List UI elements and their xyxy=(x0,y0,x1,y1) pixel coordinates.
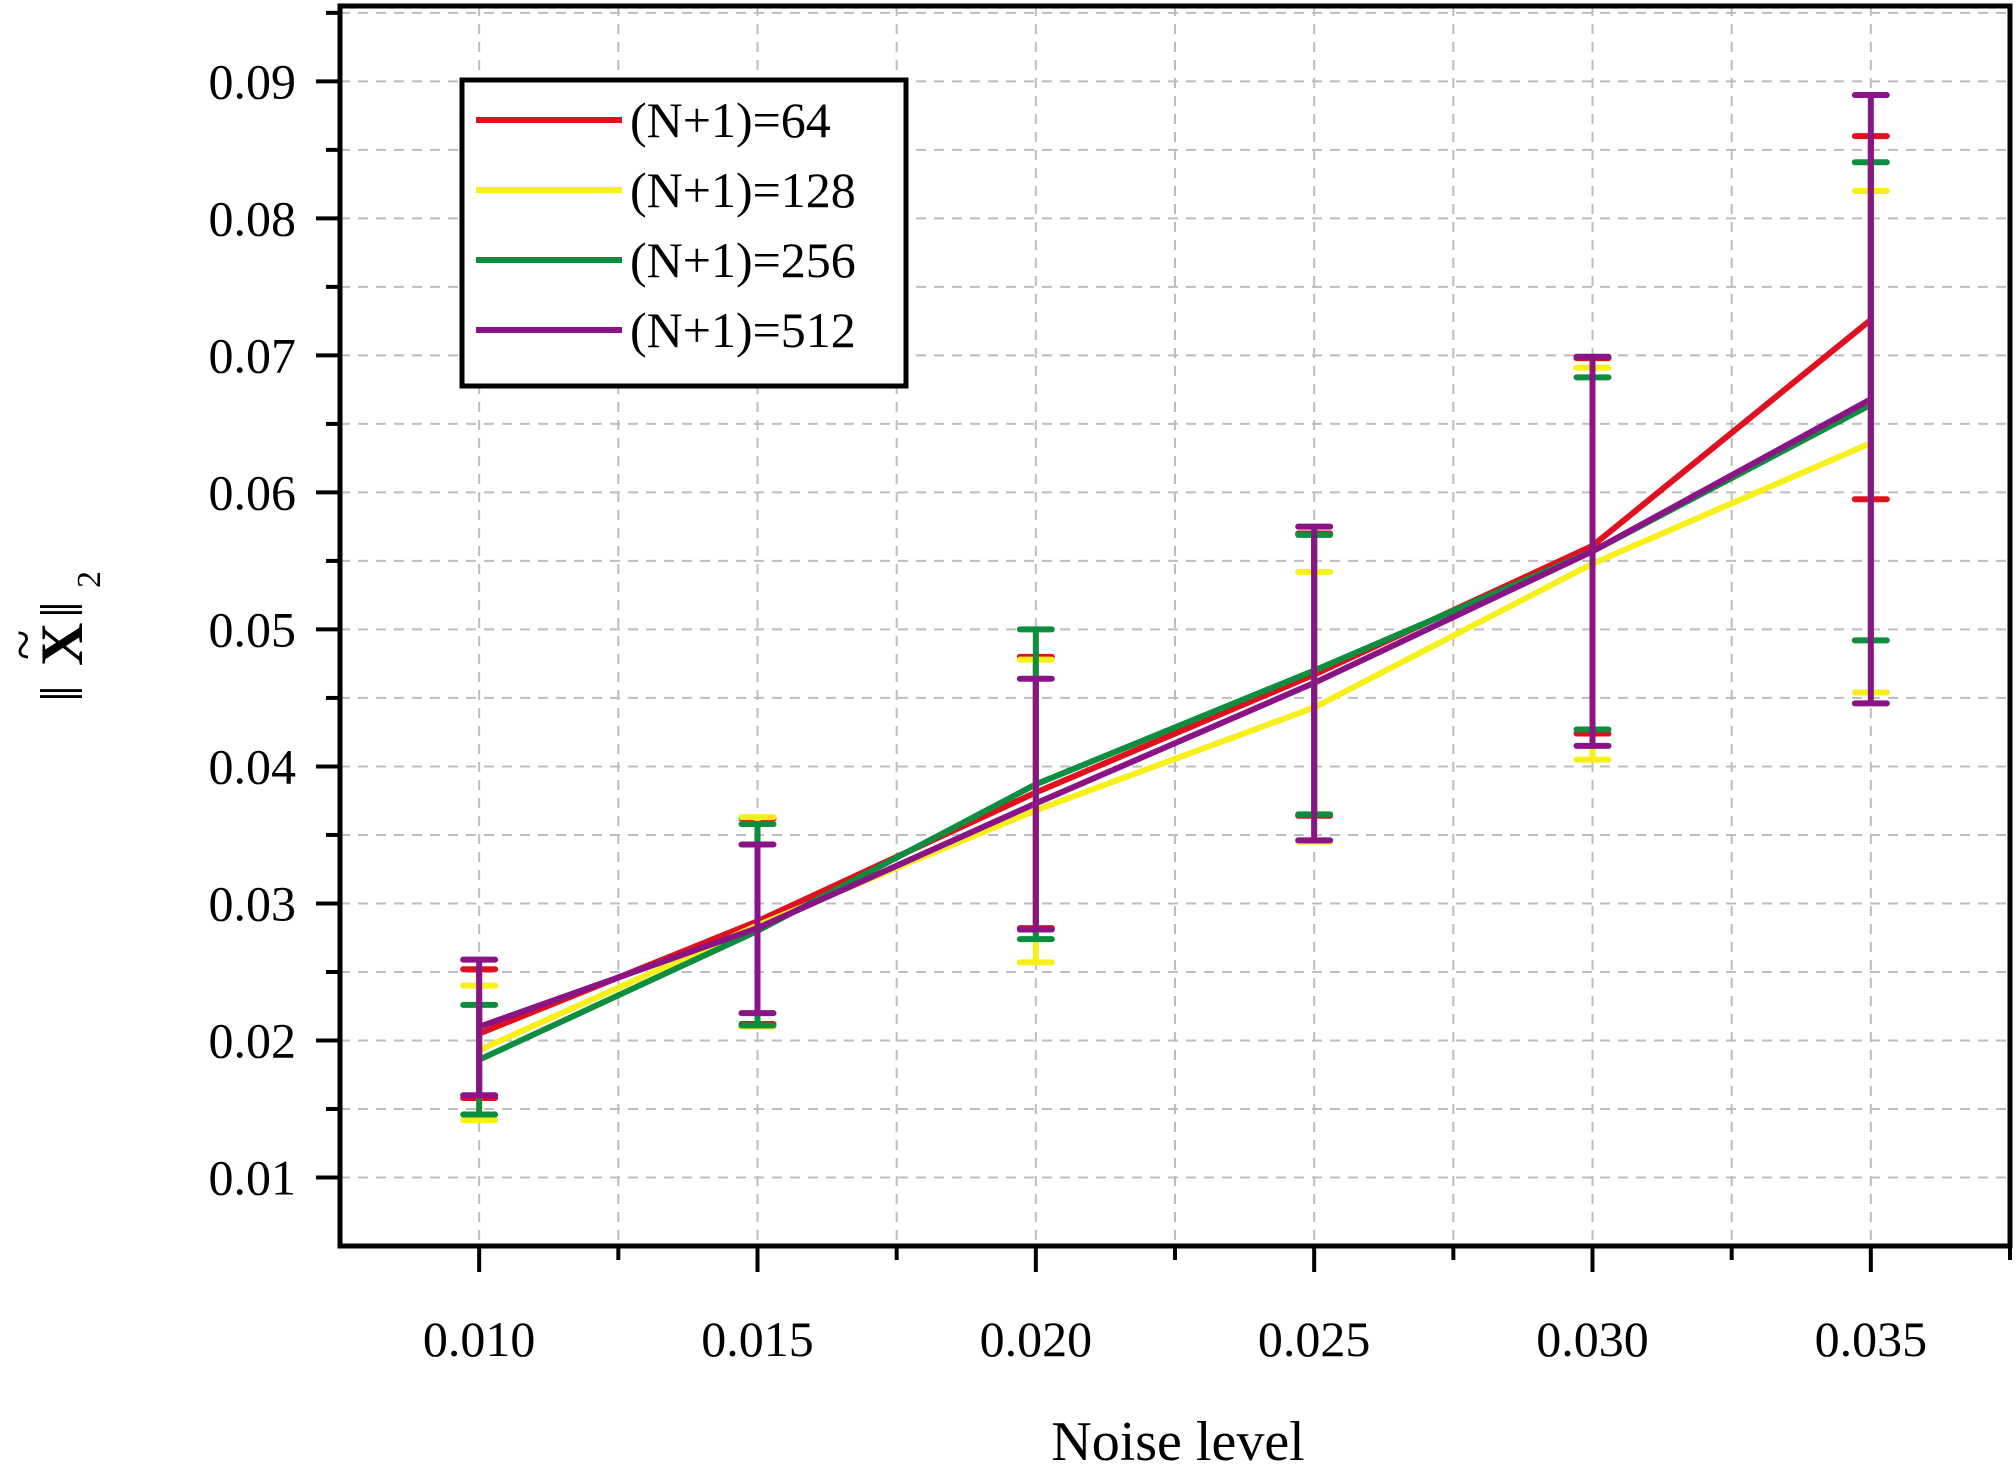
legend-label: (N+1)=256 xyxy=(630,232,856,288)
y-tick-label: 0.02 xyxy=(209,1012,297,1068)
series-line xyxy=(478,317,1873,1037)
y-tick-label: 0.07 xyxy=(209,327,297,383)
y-tick-label: 0.06 xyxy=(209,464,297,520)
legend: (N+1)=64 (N+1)=128 (N+1)=256 (N+1)=512 xyxy=(459,77,909,389)
legend-label: (N+1)=64 xyxy=(630,92,831,148)
y-tick-label: 0.03 xyxy=(209,875,297,931)
y-tick-label: 0.09 xyxy=(209,53,297,109)
x-tick-label: 0.030 xyxy=(1536,1311,1649,1367)
y-axis-title-subscript: 2 xyxy=(71,571,108,588)
x-tick-label: 0.015 xyxy=(701,1311,814,1367)
y-axis-title-tilde: ~ xyxy=(0,630,55,660)
y-axis-title: ‖ X ~ ‖ 2 xyxy=(0,571,108,702)
y-tick-label: 0.05 xyxy=(209,601,297,657)
legend-label: (N+1)=512 xyxy=(630,302,856,358)
series-line xyxy=(478,396,1873,1030)
y-axis-title-norm-left: ‖ xyxy=(29,685,95,702)
legend-label: (N+1)=128 xyxy=(630,162,856,218)
x-tick-labels: 0.010 0.015 0.020 0.025 0.030 0.035 xyxy=(423,1311,1927,1367)
axes xyxy=(316,3,2013,1272)
y-tick-label: 0.04 xyxy=(209,738,297,794)
x-tick-label: 0.010 xyxy=(423,1311,536,1367)
series-lines xyxy=(477,317,1873,1063)
legend-box xyxy=(459,77,909,389)
y-axis-title-norm-right: ‖ xyxy=(29,601,95,618)
x-axis-title: Noise level xyxy=(1051,1411,1304,1473)
y-tick-labels: 0.01 0.02 0.03 0.04 0.05 0.06 0.07 0.08 0.09 xyxy=(209,53,297,1205)
x-tick-label: 0.025 xyxy=(1258,1311,1371,1367)
x-tick-label: 0.035 xyxy=(1815,1311,1928,1367)
y-tick-label: 0.01 xyxy=(209,1149,297,1205)
y-tick-label: 0.08 xyxy=(209,190,297,246)
error-bars xyxy=(460,92,1890,1123)
y-axis-title-x: X xyxy=(29,623,95,666)
x-tick-label: 0.020 xyxy=(980,1311,1093,1367)
